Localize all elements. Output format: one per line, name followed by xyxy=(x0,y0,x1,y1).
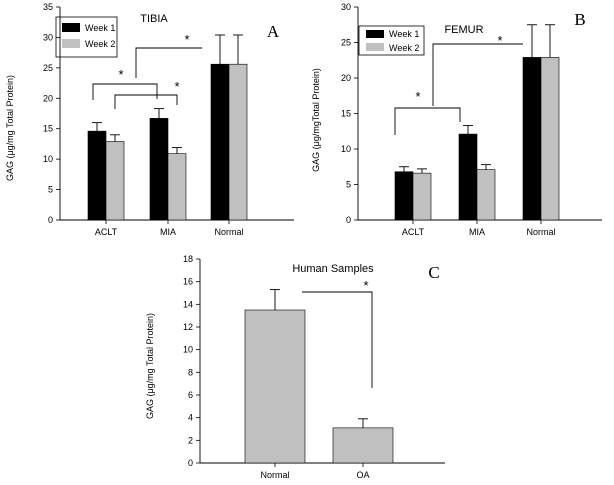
tibia-legend-week1-label: Week 1 xyxy=(85,23,115,33)
tibia-legend-week1-swatch xyxy=(62,23,80,32)
human-bar xyxy=(332,427,394,464)
femur-legend-week1-label: Week 1 xyxy=(389,29,419,39)
human-y-axis-label: GAG (μg/mg Total Protein) xyxy=(145,313,155,419)
tibia-bracket-aclt-mia xyxy=(92,83,158,100)
femur-x-tick-label: Normal xyxy=(526,227,555,237)
tibia-y-tick-label: 30 xyxy=(43,32,53,42)
tibia-bracket-normal xyxy=(135,47,202,78)
femur-bar xyxy=(458,133,478,221)
femur-y-tick-label: 25 xyxy=(341,38,351,48)
human-significance-star: * xyxy=(363,278,368,293)
tibia-y-tick-label: 20 xyxy=(43,93,53,103)
tibia-x-tick-label: ACLT xyxy=(95,227,118,237)
tibia-x-tick-label: Normal xyxy=(214,227,243,237)
femur-bracket-normal xyxy=(432,43,523,106)
tibia-y-axis-label: GAG (μg/mg Total Protein) xyxy=(5,75,15,181)
human-y-tick-label: 8 xyxy=(188,367,193,377)
human-y-tick-label: 6 xyxy=(188,390,193,400)
tibia-legend: Week 1 Week 2 xyxy=(55,16,118,58)
human-y-tick-label: 16 xyxy=(183,277,193,287)
tibia-panel-letter: A xyxy=(267,22,280,41)
femur-y-tick-label: 15 xyxy=(341,109,351,119)
femur-y-tick-label: 5 xyxy=(346,180,351,190)
femur-significance xyxy=(394,43,523,135)
femur-bar xyxy=(522,57,542,221)
femur-y-tick-label: 20 xyxy=(341,73,351,83)
tibia-bar xyxy=(228,63,248,221)
tibia-x-tick-label: MIA xyxy=(160,227,176,237)
human-plot: 0 2 4 6 8 10 12 14 16 18 Normal OA xyxy=(183,254,445,480)
femur-bar xyxy=(540,57,560,221)
femur-legend: Week 1 Week 2 xyxy=(358,25,425,56)
human-y-tick-label: 4 xyxy=(188,413,193,423)
tibia-y-tick-label: 0 xyxy=(48,215,53,225)
femur-legend-week1-swatch xyxy=(366,30,384,38)
femur-bar xyxy=(412,172,432,221)
tibia-bracket-week2 xyxy=(114,94,178,109)
tibia-y-tick-label: 10 xyxy=(43,154,53,164)
femur-legend-week2-swatch xyxy=(366,43,384,51)
tibia-significance xyxy=(92,47,202,109)
femur-y-axis-label: GAG (μg/mgTotal Protein) xyxy=(311,68,321,172)
tibia-significance-star-2: * xyxy=(174,79,179,94)
human-y-tick-label: 2 xyxy=(188,435,193,445)
femur-y-tick-label: 30 xyxy=(341,2,351,12)
tibia-bar xyxy=(105,141,125,221)
tibia-y-tick-label: 35 xyxy=(43,2,53,12)
tibia-legend-box xyxy=(55,16,118,58)
tibia-plot: 0 5 10 15 20 25 30 35 ACLT MIA Normal xyxy=(43,2,294,237)
tibia-y-tick-label: 15 xyxy=(43,124,53,134)
femur-bar xyxy=(476,169,496,221)
tibia-bar xyxy=(210,63,230,221)
femur-legend-box xyxy=(358,25,425,56)
femur-significance-star-1: * xyxy=(415,89,420,104)
human-y-tick-label: 10 xyxy=(183,345,193,355)
femur-panel-letter: B xyxy=(574,10,585,29)
tibia-y-tick-label: 25 xyxy=(43,63,53,73)
tibia-legend-week2-label: Week 2 xyxy=(85,39,115,49)
chart-tibia: GAG (μg/mg Total Protein) TIBIA A 0 5 10 15… xyxy=(5,2,294,237)
human-bracket xyxy=(302,291,373,388)
femur-title: FEMUR xyxy=(444,24,483,36)
tibia-y-tick-label: 5 xyxy=(48,185,53,195)
femur-x-tick-label: MIA xyxy=(469,227,485,237)
human-x-tick-label: Normal xyxy=(260,470,289,480)
human-y-tick-label: 12 xyxy=(183,322,193,332)
chart-femur: GAG (μg/mgTotal Protein) FEMUR B 0 5 10 15 2… xyxy=(311,2,602,237)
tibia-legend-week2-swatch xyxy=(62,39,80,48)
human-bar xyxy=(244,309,306,464)
human-y-tick-label: 0 xyxy=(188,458,193,468)
tibia-bar xyxy=(167,153,187,221)
femur-y-tick-label: 0 xyxy=(346,215,351,225)
human-title: Human Samples xyxy=(292,263,374,275)
tibia-significance-star-3: * xyxy=(184,32,189,47)
tibia-significance-star-1: * xyxy=(118,67,123,82)
human-y-tick-label: 14 xyxy=(183,299,193,309)
femur-bar xyxy=(394,171,414,221)
human-significance xyxy=(302,291,373,388)
tibia-title: TIBIA xyxy=(140,13,168,25)
femur-x-tick-label: ACLT xyxy=(402,227,425,237)
femur-significance-star-2: * xyxy=(497,33,502,48)
tibia-bar xyxy=(87,130,107,221)
femur-bracket-aclt-mia xyxy=(394,107,461,135)
tibia-bar xyxy=(149,118,169,221)
femur-y-tick-label: 10 xyxy=(341,144,351,154)
femur-plot: 0 5 10 15 20 25 30 ACLT MIA Normal xyxy=(341,2,602,237)
femur-legend-week2-label: Week 2 xyxy=(389,43,419,53)
human-x-tick-label: OA xyxy=(356,470,369,480)
human-y-tick-label: 18 xyxy=(183,254,193,264)
chart-human-samples: GAG (μg/mg Total Protein) Human Samples … xyxy=(145,254,445,480)
human-panel-letter: C xyxy=(428,263,439,282)
